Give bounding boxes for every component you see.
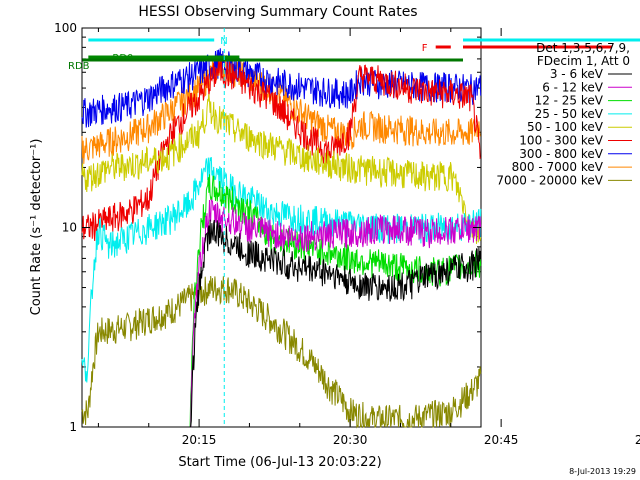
legend-label-8: 7000 - 20000 keV [496, 173, 603, 187]
series-layer [81, 48, 482, 429]
y-tick-label: 1 [69, 420, 77, 434]
series-line-4 [81, 94, 482, 244]
series-line-7 [81, 53, 481, 164]
legend-header-line2: FDecim 1, Att 0 [537, 54, 630, 68]
flag-label-rdb: RDB [68, 61, 90, 72]
series-line-8 [81, 275, 482, 429]
y-axis-label: Count Rate (s⁻¹ detector⁻¹) [29, 139, 44, 316]
x-tick-label: 20:30 [333, 433, 368, 447]
legend-label-6: 300 - 800 keV [519, 147, 603, 161]
legend-label-0: 3 - 6 keV [550, 67, 604, 81]
y-axis: 1 10 100 [54, 21, 481, 434]
x-tick-label: 21:00 [635, 433, 640, 447]
series-line-0 [189, 219, 482, 428]
footer-datestamp: 8-Jul-2013 19:29 [569, 467, 636, 476]
legend: Det 1,3,5,6,7,9, FDecim 1, Att 0 3 - 6 k… [496, 41, 632, 187]
legend-label-5: 100 - 300 keV [519, 134, 603, 148]
x-tick-label: 20:45 [484, 433, 519, 447]
y-tick-label: 10 [62, 221, 77, 235]
legend-header-line1: Det 1,3,5,6,7,9, [536, 41, 630, 55]
legend-label-3: 25 - 50 keV [535, 107, 604, 121]
series-line-5 [81, 56, 482, 242]
series-line-1 [189, 199, 482, 428]
legend-label-2: 12 - 25 keV [535, 94, 604, 108]
series-line-6 [81, 48, 482, 128]
legend-label-1: 6 - 12 keV [542, 80, 604, 94]
legend-label-7: 800 - 7000 keV [512, 160, 604, 174]
flag-label-n: N [220, 36, 227, 47]
saa-marker-layer [223, 28, 225, 427]
flag-layer: NRD0RDBF [68, 36, 640, 72]
flag-label-f: F [422, 43, 428, 54]
chart-title: HESSI Observing Summary Count Rates [138, 4, 417, 20]
x-axis-label: Start Time (06-Jul-13 20:03:22) [178, 455, 381, 470]
y-tick-label: 100 [54, 21, 77, 35]
legend-label-4: 50 - 100 keV [527, 120, 604, 134]
x-tick-label: 20:15 [182, 433, 217, 447]
